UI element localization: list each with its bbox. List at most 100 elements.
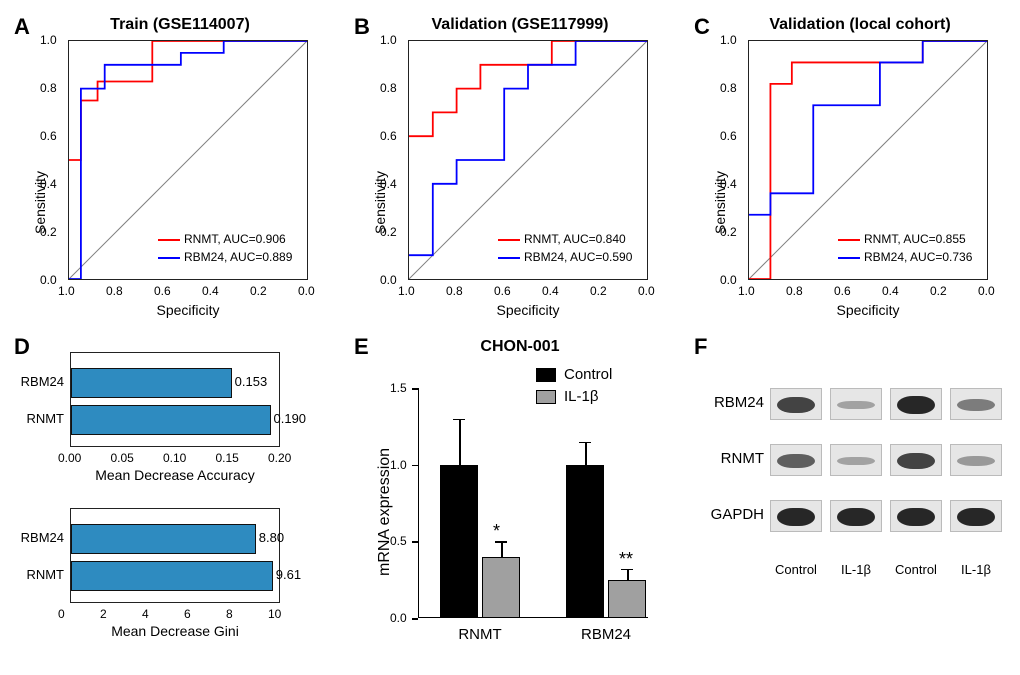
hbar-value-label: 0.190	[274, 411, 307, 426]
bar	[608, 580, 646, 618]
legend-item: IL-1β	[536, 388, 598, 405]
xtick: 10	[268, 607, 281, 621]
figure-grid: A Train (GSE114007) 1.00.80.60.40.20.00.…	[10, 10, 1010, 665]
xtick: 0.8	[106, 284, 123, 298]
xtick: 0.8	[446, 284, 463, 298]
xtick: 0.2	[930, 284, 947, 298]
hbar-chart	[70, 508, 280, 603]
blot-band	[777, 508, 815, 526]
error-bar	[501, 541, 503, 556]
xlabel-A: Specificity	[68, 302, 308, 318]
legend-rnmt-C: RNMT, AUC=0.855	[838, 232, 966, 246]
xtick: 0.6	[834, 284, 851, 298]
xtick: 0.20	[268, 451, 291, 465]
xtick: 0.4	[882, 284, 899, 298]
panel-A: A Train (GSE114007) 1.00.80.60.40.20.00.…	[10, 10, 350, 330]
panel-B: B Validation (GSE117999) 1.00.80.60.40.2…	[350, 10, 690, 330]
blot-band	[957, 399, 995, 411]
blot-band	[777, 397, 815, 413]
hbar	[71, 561, 273, 591]
panel-title-A: Train (GSE114007)	[10, 16, 350, 34]
xtick: 6	[184, 607, 191, 621]
blot-lane	[950, 444, 1002, 476]
ytick: 1.5	[390, 381, 407, 395]
group-label: RBM24	[566, 626, 646, 643]
xlabel: Mean Decrease Accuracy	[70, 467, 280, 483]
hbar	[71, 368, 232, 398]
xtick: 0.4	[542, 284, 559, 298]
xtick: 0.10	[163, 451, 186, 465]
panel-C: C Validation (local cohort) 1.00.80.60.4…	[690, 10, 1020, 330]
xtick: 1.0	[738, 284, 755, 298]
blot-band	[837, 508, 875, 526]
blot-row-label: GAPDH	[711, 506, 764, 523]
xtick: 0	[58, 607, 65, 621]
blot-row-label: RNMT	[721, 450, 764, 467]
xtick: 4	[142, 607, 149, 621]
ytick: 0.6	[720, 129, 737, 143]
error-bar	[627, 569, 629, 580]
panel-D: D RBM240.153RNMT0.1900.000.050.100.150.2…	[10, 330, 350, 665]
blot-band	[957, 508, 995, 526]
blot-band	[837, 457, 875, 466]
xtick: 0.05	[111, 451, 134, 465]
blot-lane-label: Control	[766, 562, 826, 577]
blot-lane-label: Control	[886, 562, 946, 577]
blot-row-label: RBM24	[714, 394, 764, 411]
xtick: 0.6	[494, 284, 511, 298]
blot-lane	[890, 444, 942, 476]
ylabel: mRNA expression	[376, 448, 394, 576]
legend-rbm24-B: RBM24, AUC=0.590	[498, 250, 632, 264]
ytick: 0.8	[720, 81, 737, 95]
blot-lane	[830, 444, 882, 476]
blot-row	[770, 500, 1002, 532]
ytick: 1.0	[40, 33, 57, 47]
hbar-value-label: 0.153	[235, 374, 268, 389]
panel-F: F RBM24RNMTGAPDHControlIL-1βControlIL-1β	[690, 330, 1020, 665]
hbar-chart	[70, 352, 280, 447]
blot-band	[897, 508, 935, 526]
ytick: 0.0	[720, 273, 737, 287]
ytick: 0.0	[380, 273, 397, 287]
ytick: 0.0	[390, 611, 407, 625]
ytick: 0.0	[40, 273, 57, 287]
blot-band	[897, 396, 935, 414]
blot-lane	[830, 388, 882, 420]
xtick: 1.0	[398, 284, 415, 298]
xtick: 1.0	[58, 284, 75, 298]
ylabel-B: Sensitivity	[372, 171, 388, 234]
blot-lane-label: IL-1β	[826, 562, 886, 577]
ylabel-A: Sensitivity	[32, 171, 48, 234]
blot-lane	[890, 388, 942, 420]
ytick: 0.6	[380, 129, 397, 143]
hbar-value-label: 9.61	[276, 567, 301, 582]
xtick: 0.0	[298, 284, 315, 298]
bar	[566, 465, 604, 618]
group-label: RNMT	[440, 626, 520, 643]
blot-lane	[890, 500, 942, 532]
xtick: 0.0	[638, 284, 655, 298]
hbar	[71, 524, 256, 554]
xtick: 0.2	[590, 284, 607, 298]
panel-title-B: Validation (GSE117999)	[350, 16, 690, 34]
blot-lane-label: IL-1β	[946, 562, 1006, 577]
blot-lane	[770, 444, 822, 476]
panel-label-D: D	[14, 334, 30, 360]
xtick: 8	[226, 607, 233, 621]
blot-row	[770, 388, 1002, 420]
blot-lane	[950, 500, 1002, 532]
blot-band	[837, 401, 875, 410]
panel-title-C: Validation (local cohort)	[690, 16, 1020, 34]
legend-rnmt-B: RNMT, AUC=0.840	[498, 232, 626, 246]
ytick: 0.6	[40, 129, 57, 143]
xtick: 0.8	[786, 284, 803, 298]
error-bar	[585, 442, 587, 465]
blot-lane	[770, 388, 822, 420]
ytick: 0.8	[380, 81, 397, 95]
panel-title-E: CHON-001	[350, 338, 690, 356]
blot-lane	[770, 500, 822, 532]
bar	[482, 557, 520, 618]
xtick: 0.15	[216, 451, 239, 465]
ytick: 0.8	[40, 81, 57, 95]
panel-label-F: F	[694, 334, 707, 360]
